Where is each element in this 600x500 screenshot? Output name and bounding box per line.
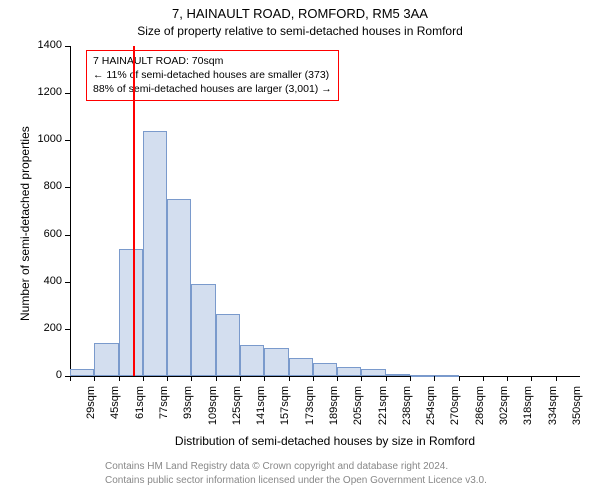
y-tick-mark [65,282,70,283]
x-tick-mark [507,376,508,381]
x-tick-label: 109sqm [207,386,219,426]
x-tick-mark [264,376,265,381]
chart-subtitle: Size of property relative to semi-detach… [0,24,600,38]
reference-line [133,46,135,376]
x-tick-label: 189sqm [328,386,340,426]
annotation-line-3: 88% of semi-detached houses are larger (… [93,82,332,96]
x-tick-label: 29sqm [85,386,97,426]
y-tick-label: 400 [22,275,62,287]
histogram-bar [119,249,143,376]
y-tick-mark [65,140,70,141]
histogram-bar [167,199,191,376]
x-tick-mark [531,376,532,381]
histogram-bar [191,284,215,376]
x-axis-line [70,376,580,377]
x-tick-label: 286sqm [474,386,486,426]
x-tick-mark [240,376,241,381]
y-tick-label: 600 [22,228,62,240]
histogram-bar [94,343,118,376]
y-tick-mark [65,93,70,94]
y-tick-label: 1000 [22,133,62,145]
y-tick-label: 1400 [22,39,62,51]
x-tick-mark [434,376,435,381]
histogram-bar [240,345,264,376]
credit-line-2: Contains public sector information licen… [105,474,487,487]
x-tick-mark [313,376,314,381]
x-tick-mark [143,376,144,381]
x-tick-mark [361,376,362,381]
histogram-bar [361,369,385,376]
x-tick-label: 61sqm [134,386,146,426]
y-axis-line [70,46,71,376]
x-tick-mark [119,376,120,381]
x-tick-label: 334sqm [547,386,559,426]
x-tick-label: 221sqm [377,386,389,426]
x-tick-label: 157sqm [279,386,291,426]
y-tick-label: 1200 [22,86,62,98]
y-tick-label: 800 [22,180,62,192]
y-axis-label: Number of semi-detached properties [18,126,32,321]
y-tick-mark [65,235,70,236]
annotation-line-2: ← 11% of semi-detached houses are smalle… [93,68,332,82]
y-tick-label: 200 [22,322,62,334]
x-tick-label: 270sqm [449,386,461,426]
x-tick-mark [410,376,411,381]
histogram-bar [386,374,410,376]
x-tick-mark [216,376,217,381]
x-tick-label: 45sqm [109,386,121,426]
x-tick-label: 77sqm [158,386,170,426]
x-tick-label: 254sqm [425,386,437,426]
credit-line-1: Contains HM Land Registry data © Crown c… [105,460,448,473]
annotation-box: 7 HAINAULT ROAD: 70sqm ← 11% of semi-det… [86,50,339,101]
x-tick-label: 93sqm [182,386,194,426]
histogram-bar [289,358,313,376]
x-tick-mark [483,376,484,381]
histogram-bar [216,314,240,376]
histogram-bar [264,348,288,376]
x-tick-mark [386,376,387,381]
x-tick-mark [70,376,71,381]
histogram-bar [313,363,337,376]
y-tick-label: 0 [22,369,62,381]
x-tick-mark [289,376,290,381]
chart-container: 7, HAINAULT ROAD, ROMFORD, RM5 3AA Size … [0,0,600,500]
x-tick-label: 350sqm [571,386,583,426]
histogram-bar [410,375,434,377]
x-tick-mark [94,376,95,381]
x-tick-label: 205sqm [352,386,364,426]
x-tick-mark [556,376,557,381]
y-tick-mark [65,329,70,330]
chart-title: 7, HAINAULT ROAD, ROMFORD, RM5 3AA [0,6,600,21]
histogram-bar [70,369,94,376]
x-tick-mark [337,376,338,381]
x-tick-label: 125sqm [231,386,243,426]
annotation-line-1: 7 HAINAULT ROAD: 70sqm [93,54,332,68]
x-tick-label: 173sqm [304,386,316,426]
histogram-bar [337,367,361,376]
x-tick-label: 238sqm [401,386,413,426]
x-axis-label: Distribution of semi-detached houses by … [70,434,580,448]
x-tick-label: 302sqm [498,386,510,426]
x-tick-mark [459,376,460,381]
x-tick-label: 318sqm [522,386,534,426]
histogram-bar [143,131,167,376]
y-tick-mark [65,46,70,47]
x-tick-mark [191,376,192,381]
histogram-bar [434,375,458,377]
y-tick-mark [65,187,70,188]
x-tick-label: 141sqm [255,386,267,426]
x-tick-mark [167,376,168,381]
